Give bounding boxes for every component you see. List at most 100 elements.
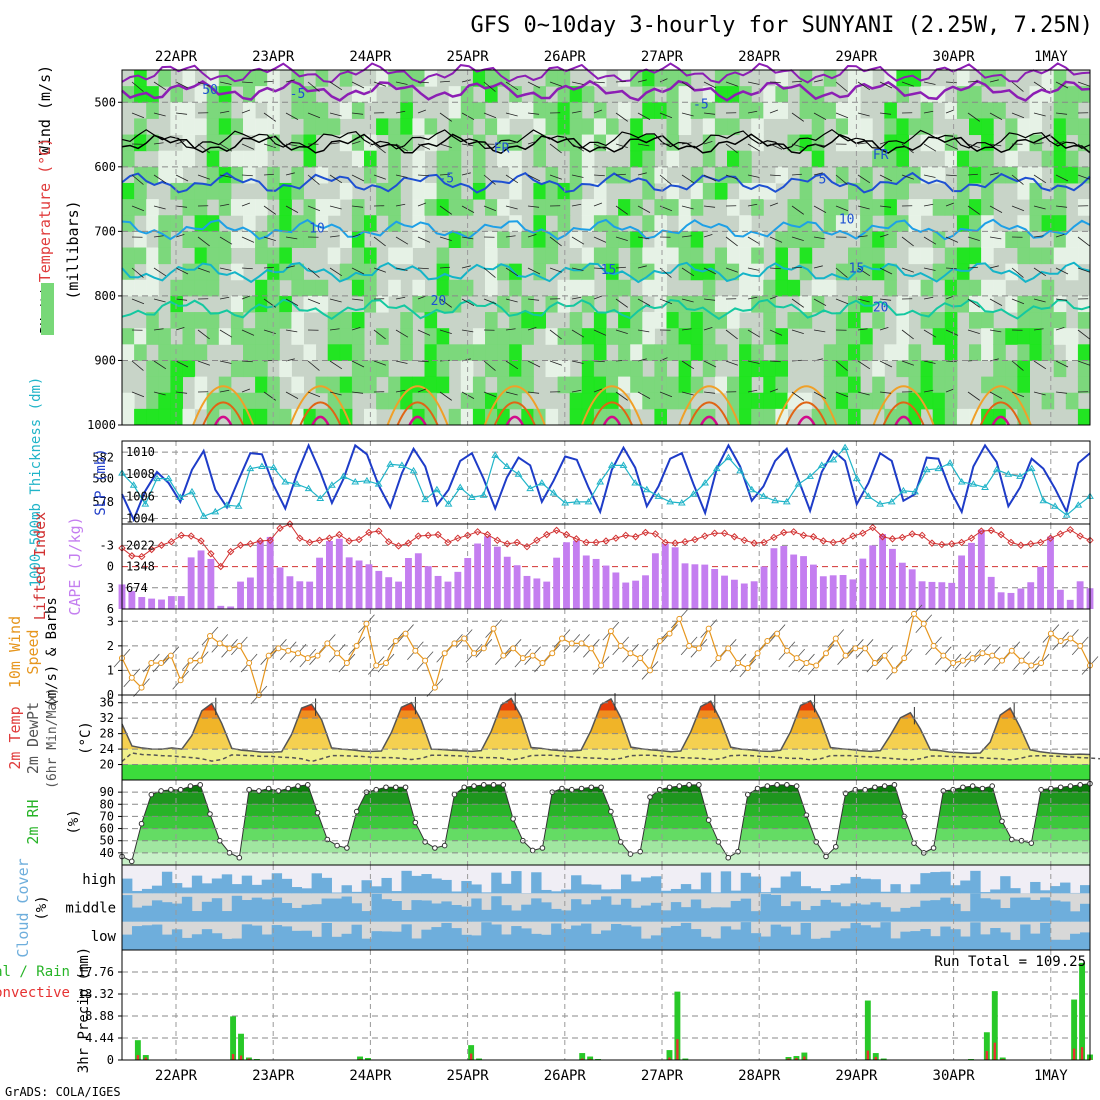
y-tick-label: 0 [107,688,114,702]
rh-cell [158,376,171,394]
cloud-cell [880,907,891,922]
wind-speed-marker [363,620,370,627]
rh-cell [460,199,474,216]
rh-cell [872,263,885,281]
rh-cell [581,247,595,265]
thickness-marker [969,480,978,487]
thickness-marker [281,477,290,485]
wind-barb [131,391,145,398]
wind-barb [131,360,144,371]
rh-cell [811,118,825,136]
rh-cell [884,263,897,281]
cloud-cell [561,889,572,894]
rh-cell [581,150,595,168]
date-label: 22APR [155,1068,198,1084]
rh-marker [666,784,673,791]
rh-cell [678,102,692,119]
rh-cell [315,118,329,136]
rh-cell [993,102,1006,119]
precip-total-bar [142,1055,149,1060]
slp-tick-label: 1010 [126,445,155,459]
rh-cell [654,360,667,378]
cloud-cell [411,875,422,894]
rh-cell [400,86,413,103]
rh-cell [811,279,825,297]
rh-cell [194,279,208,297]
isotherm-dome [311,415,330,426]
rh-cell [969,199,982,216]
wind-barb [307,298,321,305]
rh-cell [327,408,341,426]
rh-cell [497,295,510,313]
wind-barb [439,205,452,215]
rh-cell [920,102,934,119]
wind-barb [351,327,361,331]
isotherm-line [121,133,1091,155]
rh-cell [727,263,740,281]
cloud-cell [650,902,662,922]
rh-marker [177,786,184,793]
rh-cell [690,199,704,216]
rh-cell [896,360,909,378]
ylabel-wind: Wind (m/s) [36,65,54,155]
cloud-cell [1060,882,1071,894]
lifted-index-marker [967,534,976,542]
rh-cell [618,376,631,394]
rh-cell [775,166,788,184]
thickness-marker [911,487,919,495]
rh-cell [134,199,147,216]
rh-cell [1077,118,1091,136]
lifted-index-marker [631,533,640,541]
wind-barb [615,329,628,334]
cape-bar [523,575,531,609]
wind-barb [1011,174,1024,185]
rh-cell [122,182,135,200]
cloud-cell [161,902,173,922]
cloud-cell [201,901,213,922]
cloud-cell [760,892,772,894]
lifted-index-marker [355,535,363,544]
rh-cell [944,199,958,216]
rh-cell [509,102,522,119]
wind-barb [725,143,738,154]
rh-cell [448,231,462,248]
rh-cell [690,102,704,119]
rh-marker [168,786,174,793]
thickness-marker [677,499,686,506]
rh-cell [569,102,583,119]
cape-bar [859,558,867,609]
rh-cell [920,134,934,152]
wind-barb [131,267,144,278]
thickness-marker [433,485,441,493]
rh-cell [981,247,994,265]
wind-speed-marker [803,660,810,667]
rh-cell [485,279,498,297]
lifted-index-marker [444,538,452,547]
rh-cell [799,392,813,410]
rh-cell [545,360,559,378]
wind-speed-marker [735,660,741,667]
rh-cell [1053,231,1067,248]
precip-total-bar [674,991,681,1060]
wind-barb [857,112,870,117]
rh-cell [255,408,268,426]
rh-cell [243,328,256,345]
ylabel-wind10m: Speed [24,629,42,674]
rh-cell [218,134,232,152]
wind-speed-marker [959,657,966,664]
wind-speed-marker [334,650,341,657]
rh-cell [787,279,801,297]
thickness-marker [293,480,301,487]
cloud-cell [431,878,442,894]
rh-cell [412,231,425,248]
wind-barb [571,110,582,114]
cloud-cell [391,891,402,894]
rh-cell [206,150,220,168]
wind-barb [593,81,605,84]
cloud-cell [431,927,442,950]
cloud-cell [720,926,732,950]
rh-cell [1065,102,1079,119]
thickness-marker [806,472,814,479]
cloud-cell [1040,890,1051,894]
